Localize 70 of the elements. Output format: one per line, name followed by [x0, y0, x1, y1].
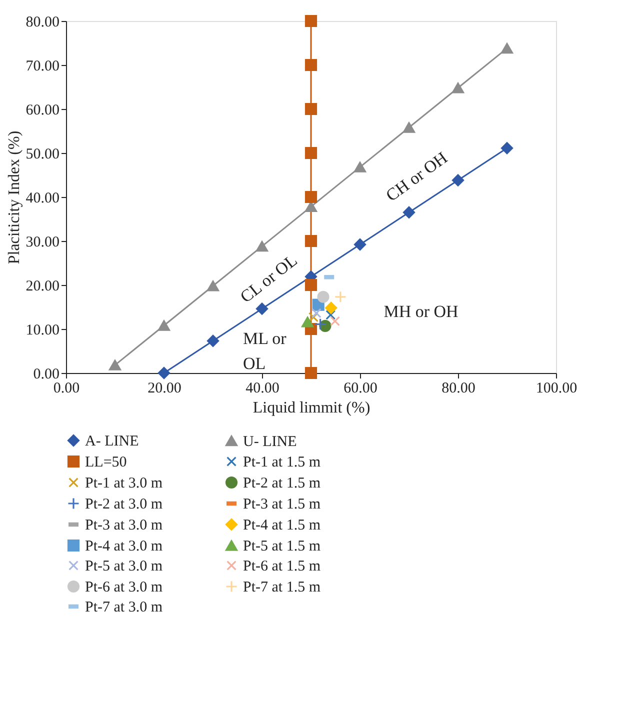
point — [256, 302, 268, 315]
legend-label: Pt-3 at 1.5 m — [243, 496, 321, 512]
point — [314, 318, 326, 330]
point — [325, 302, 338, 314]
point — [158, 320, 170, 331]
point — [206, 334, 220, 347]
x-tick-label: 60.00 — [344, 380, 378, 396]
point — [452, 82, 464, 94]
point — [452, 174, 464, 186]
y-tick-label: 40.00 — [26, 190, 60, 206]
point — [402, 122, 416, 133]
x-tick-label: 20.00 — [148, 380, 182, 396]
legend-label: Pt-7 at 3.0 m — [85, 600, 163, 616]
legend-label: Pt-5 at 1.5 m — [243, 538, 321, 554]
point — [311, 308, 322, 318]
point — [500, 142, 514, 154]
point — [256, 240, 268, 252]
point — [354, 238, 366, 251]
legend-label: Pt-3 at 3.0 m — [85, 518, 163, 534]
point — [304, 366, 318, 380]
point — [304, 102, 318, 116]
legend-label: Pt-7 at 1.5 m — [243, 580, 321, 596]
point — [304, 146, 318, 160]
point — [402, 206, 416, 218]
x-tick-label: 100.00 — [536, 380, 578, 396]
point — [304, 278, 318, 292]
point — [308, 312, 318, 322]
point — [108, 360, 122, 370]
y-tick-label: 50.00 — [26, 146, 60, 162]
point — [158, 366, 170, 380]
point — [304, 190, 318, 204]
y-tick-label: 30.00 — [26, 234, 60, 250]
legend-label: Pt-4 at 1.5 m — [243, 518, 321, 534]
point — [206, 280, 220, 292]
point — [304, 234, 318, 248]
legend-label: Pt-1 at 1.5 m — [243, 454, 321, 470]
y-tick-label: 20.00 — [26, 278, 60, 294]
point — [330, 316, 340, 326]
y-axis-title: Placiticity Index (%) — [6, 130, 23, 264]
legend-label: Pt-6 at 3.0 m — [85, 580, 163, 596]
legend-label: A- LINE — [85, 434, 139, 450]
legend-label: Pt-1 at 3.0 m — [85, 476, 163, 492]
point — [304, 14, 318, 28]
y-tick-label: 80.00 — [26, 14, 60, 30]
legend-label: Pt-2 at 1.5 m — [243, 476, 321, 492]
x-tick-label: 0.00 — [53, 380, 80, 396]
x-tick-label: 40.00 — [246, 380, 280, 396]
legend-label: Pt-4 at 3.0 m — [85, 538, 163, 554]
legend-label: Pt-2 at 3.0 m — [85, 496, 163, 512]
legend-label: Pt-6 at 1.5 m — [243, 558, 321, 574]
y-tick-label: 0.00 — [33, 366, 60, 382]
y-tick-label: 70.00 — [26, 58, 60, 74]
legend-label: LL=50 — [85, 454, 127, 470]
point — [302, 316, 314, 328]
annotation: MH or OH — [384, 302, 458, 321]
y-tick-label: 10.00 — [26, 322, 60, 338]
point — [304, 58, 318, 72]
legend-label: Pt-5 at 3.0 m — [85, 558, 163, 574]
y-tick-label: 60.00 — [26, 102, 60, 118]
point — [326, 310, 336, 320]
point — [354, 162, 366, 172]
legend-label: U- LINE — [243, 434, 297, 450]
x-axis-title: Liquid limmit (%) — [252, 400, 370, 416]
point — [500, 42, 514, 54]
point — [334, 290, 346, 303]
point — [317, 290, 330, 303]
annotation: ML or OL — [243, 329, 287, 373]
x-tick-label: 80.00 — [442, 380, 476, 396]
annotation: CH or OH — [382, 148, 451, 206]
annotation: CL or OL — [236, 250, 301, 307]
